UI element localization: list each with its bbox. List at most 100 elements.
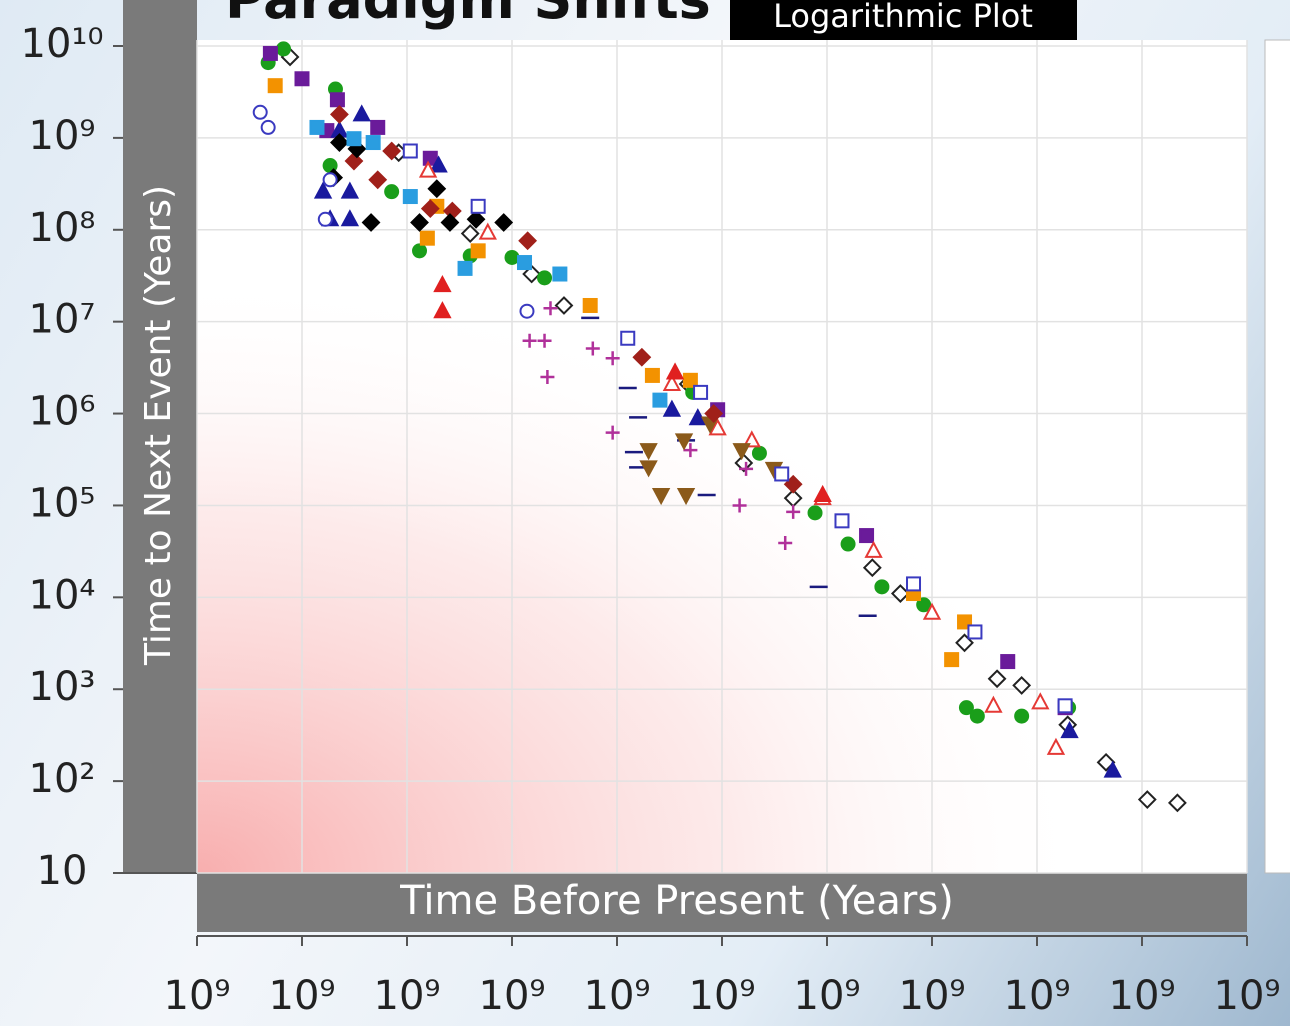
data-point: [1060, 720, 1079, 739]
data-point: [313, 181, 333, 199]
data-point: [419, 230, 435, 246]
data-point: [543, 301, 558, 316]
data-point: [340, 181, 360, 199]
chart-title: Paradigm Shifts: [225, 0, 711, 31]
data-point: [708, 418, 727, 436]
data-point: [457, 260, 473, 276]
data-point: [958, 700, 974, 716]
data-point: [352, 104, 371, 122]
data-point: [267, 78, 283, 94]
data-point: [262, 45, 278, 61]
data-point: [774, 466, 790, 482]
data-point: [693, 384, 709, 400]
y-tick-label: 10⁹: [29, 113, 96, 159]
data-point: [644, 367, 660, 383]
data-point: [260, 119, 276, 135]
data-point: [522, 333, 537, 348]
data-point: [862, 558, 882, 578]
data-point: [433, 274, 452, 293]
data-point: [540, 369, 555, 384]
data-point: [916, 597, 932, 613]
data-point: [969, 708, 985, 724]
x-tick-label: 10⁹: [479, 973, 546, 1019]
chart-subtitle: Logarithmic Plot: [773, 0, 1033, 35]
data-point: [605, 351, 620, 366]
data-point: [554, 296, 574, 315]
data-point: [739, 461, 754, 476]
x-tick-label: 10⁹: [794, 973, 861, 1019]
data-point: [460, 224, 480, 243]
data-point: [674, 433, 694, 451]
data-point: [370, 119, 386, 135]
x-tick-label: 10⁹: [1214, 973, 1281, 1019]
data-point: [470, 198, 486, 214]
data-point: [330, 105, 349, 124]
data-point: [1137, 790, 1157, 809]
marks: [252, 41, 1187, 813]
data-point: [778, 536, 793, 551]
data-point: [683, 443, 698, 458]
x-tick-label: 10⁹: [899, 973, 966, 1019]
data-point: [294, 71, 310, 87]
data-point: [412, 243, 428, 259]
data-point: [890, 584, 910, 603]
data-point: [665, 362, 685, 380]
data-point: [1031, 692, 1050, 710]
data-point: [734, 453, 754, 473]
y-tick-label: 10⁴: [29, 572, 96, 618]
data-point: [504, 249, 520, 265]
data-point: [470, 243, 486, 259]
data-point: [1012, 676, 1032, 695]
legend-panel: [1264, 39, 1290, 874]
data-point: [346, 131, 362, 147]
data-point: [252, 104, 268, 120]
data-point: [651, 487, 671, 506]
data-point: [859, 528, 875, 544]
data-point: [834, 513, 850, 529]
data-point: [813, 484, 832, 502]
y-tick-label: 10⁸: [29, 205, 96, 251]
data-point: [329, 92, 345, 108]
data-point: [751, 445, 767, 461]
data-point: [676, 487, 696, 506]
data-point: [639, 460, 658, 478]
data-point: [518, 231, 538, 251]
grid: [113, 40, 1248, 946]
data-point: [382, 141, 402, 161]
data-point: [368, 170, 388, 190]
data-point: [429, 155, 448, 173]
x-tick-label: 10⁹: [584, 973, 651, 1019]
x-tick-label: 10⁹: [269, 973, 336, 1019]
data-point: [433, 301, 452, 319]
data-point: [967, 624, 983, 640]
data-point: [652, 392, 668, 408]
data-point: [330, 133, 349, 152]
data-point: [340, 209, 360, 227]
x-axis-title: Time Before Present (Years): [399, 878, 954, 924]
data-point: [987, 669, 1007, 689]
data-point: [732, 498, 747, 513]
data-point: [309, 119, 325, 135]
data-point: [582, 297, 598, 313]
data-point: [864, 540, 883, 558]
data-point: [704, 404, 724, 423]
y-tick-label: 10: [37, 848, 88, 894]
y-tick-label: 10⁷: [29, 297, 96, 343]
data-point: [537, 333, 552, 348]
data-point: [361, 213, 381, 232]
data-point: [1057, 698, 1073, 714]
data-point: [840, 536, 856, 552]
data-point: [585, 341, 600, 356]
data-point: [742, 430, 761, 448]
data-point: [786, 504, 801, 519]
y-axis-title: Time to Next Event (Years): [138, 185, 179, 666]
data-point: [922, 602, 942, 620]
data-point: [1000, 654, 1016, 670]
data-point: [732, 443, 751, 461]
data-point: [1167, 793, 1187, 813]
x-tick-label: 10⁹: [1004, 973, 1071, 1019]
data-point: [537, 270, 553, 286]
data-point: [276, 41, 292, 57]
y-tick-label: 10³: [29, 664, 96, 710]
data-point: [440, 213, 460, 232]
